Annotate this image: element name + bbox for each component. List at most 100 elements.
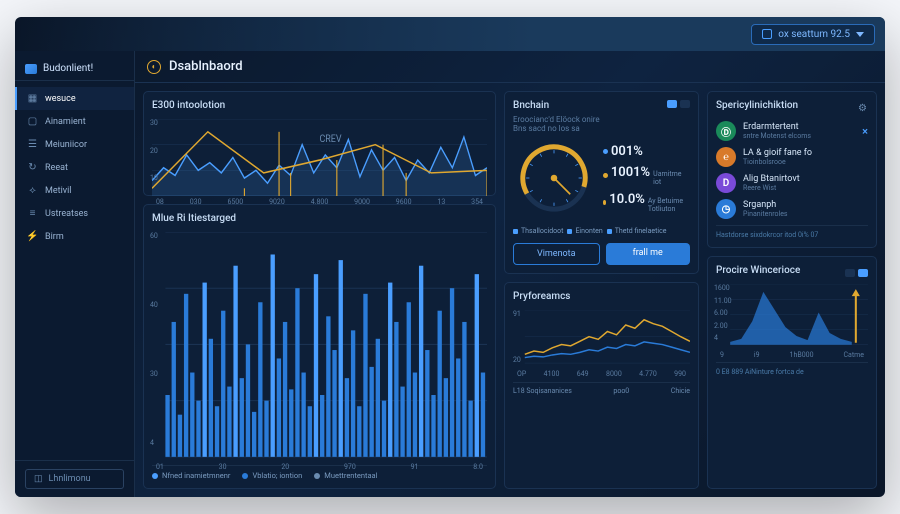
- gauge-row: 001% 1001%Uamitme iot 10.0%Ay Betuime Totl…: [513, 137, 690, 219]
- body: Budonlient! ▦wesuce ▢ Ainamient ☰ Meiuniicor…: [15, 51, 885, 497]
- bar-chart-panel: Mlue Ri Itiestarged 6040304 013020970918…: [143, 204, 496, 489]
- gauge-buttons: Vimenota frall me: [513, 243, 690, 265]
- line-chart-panel: E300 intoolotion 302010 CREV 08030650090…: [143, 91, 496, 196]
- footer-label: Lhnlimonu: [49, 474, 91, 484]
- refresh-icon: ↻: [27, 162, 38, 173]
- sidebar-item-0[interactable]: ▦wesuce: [15, 87, 134, 110]
- perf-foot-mid: poo0: [613, 387, 629, 395]
- gauge-title: Bnchain: [513, 100, 600, 111]
- spec-footer: Hastdorse sixdokrcor itod 0i% 07: [716, 225, 868, 239]
- gauge: [513, 137, 595, 219]
- brand: Budonlient!: [15, 57, 134, 81]
- spark-icon: ⟡: [27, 185, 38, 196]
- proc-chart: 160011.006.002.004 9i91hB000Catme: [716, 284, 868, 356]
- proc-chart-ylabels: 160011.006.002.004: [714, 284, 732, 342]
- main: ◐ Dsablnbaord E300 intoolotion 302010 CR…: [135, 51, 885, 497]
- footer-icon: ◫: [34, 474, 43, 484]
- dashboard-frame: ox seattum 92.5 Budonlient! ▦wesuce ▢ Aina…: [15, 17, 885, 497]
- sidebar-item-label: Meiuniicor: [45, 140, 87, 150]
- proc-head: Procire Wincerioce: [716, 265, 868, 280]
- layers-icon: ☰: [27, 139, 38, 150]
- gauge-svg: [513, 137, 595, 219]
- perf-title: Pryforeamcs: [513, 291, 690, 302]
- proc-panel: Procire Wincerioce 160011.006.002.004 9i…: [707, 256, 877, 489]
- box-icon: ▢: [27, 116, 38, 127]
- gauge-panel: Bnchain Eroocianc'd Elöock onire Bns sac…: [504, 91, 699, 274]
- metric: 10.0%Ay Betuime Totliuton: [603, 192, 690, 213]
- sidebar-item-label: Reeat: [45, 163, 68, 173]
- account-label: ox seattum 92.5: [778, 29, 850, 40]
- perf-panel: Pryforeamcs 9120 OP410064980004.770990 L…: [504, 282, 699, 489]
- bar-chart-title: Mlue Ri Itiestarged: [152, 213, 487, 224]
- spec-item[interactable]: ⒹErdarmtertentsntre Motenst elcoms×: [716, 121, 868, 141]
- gauge-head: Bnchain Eroocianc'd Elöock onire Bns sac…: [513, 100, 690, 133]
- sidebar-item-label: Birm: [45, 232, 64, 242]
- account-selector[interactable]: ox seattum 92.5: [751, 24, 875, 45]
- col-right: Spericylinichiktion ⚙ ⒹErdarmtertentsntr…: [707, 91, 877, 489]
- perf-foot-left: L18 Soqisananices: [513, 387, 572, 395]
- sidebar-item-2[interactable]: ☰ Meiuniicor: [15, 133, 134, 156]
- dashboard-icon: ◐: [147, 60, 161, 74]
- close-icon[interactable]: ×: [862, 125, 868, 138]
- bar-chart-xlabels: 013020970918.0: [152, 461, 487, 471]
- gauge-tab[interactable]: Thsallocidoot: [513, 227, 563, 235]
- line-chart-svg: CREV: [152, 119, 487, 196]
- perf-foot-right: Chicie: [671, 387, 690, 395]
- gauge-subtitle: Eroocianc'd Elöock onire: [513, 115, 600, 124]
- line-chart-title: E300 intoolotion: [152, 100, 487, 111]
- metric: 001%: [603, 144, 690, 159]
- spec-item-icon: Ⓓ: [716, 121, 736, 141]
- spec-list: ⒹErdarmtertentsntre Motenst elcoms× ℮LA &…: [716, 121, 868, 219]
- sidebar-item-3[interactable]: ↻ Reeat: [15, 156, 134, 179]
- bar-chart-ylabels: 6040304: [150, 232, 158, 447]
- bolt-icon: ⚡: [27, 231, 38, 242]
- spec-item[interactable]: ℮LA & gioif fane foTioinbolsrooe: [716, 147, 868, 167]
- proc-chart-svg: [716, 284, 868, 345]
- gauge-tab[interactable]: Thetd finelaetice: [607, 227, 667, 235]
- spec-panel: Spericylinichiktion ⚙ ⒹErdarmtertentsntr…: [707, 91, 877, 248]
- proc-title: Procire Wincerioce: [716, 265, 800, 276]
- proc-chart-xlabels: 9i91hB000Catme: [716, 349, 868, 359]
- header: ◐ Dsablnbaord: [135, 51, 885, 83]
- line-chart-xlabels: 08030650090204.8009000960013354: [152, 196, 487, 206]
- perf-footer: L18 Soqisananices poo0 Chicie: [513, 382, 690, 395]
- perf-chart-ylabels: 9120: [513, 310, 521, 364]
- spec-item-icon: D: [716, 173, 736, 193]
- gauge-button-fill[interactable]: frall me: [606, 243, 691, 265]
- sidebar-item-6[interactable]: ⚡ Birm: [15, 225, 134, 248]
- col-mid: Bnchain Eroocianc'd Elöock onire Bns sac…: [504, 91, 699, 489]
- sidebar-footer-button[interactable]: ◫ Lhnlimonu: [25, 469, 124, 489]
- gauge-tab[interactable]: Einonten: [567, 227, 602, 235]
- gauge-indicators[interactable]: [667, 100, 690, 108]
- chevron-down-icon: [856, 32, 864, 37]
- sidebar-item-1[interactable]: ▢ Ainamient: [15, 110, 134, 133]
- legend-item: Nfned inamietmnenr: [152, 471, 230, 480]
- sidebar-item-4[interactable]: ⟡ Metivil: [15, 179, 134, 202]
- grid-icon: ▦: [27, 93, 38, 104]
- metric: 1001%Uamitme iot: [603, 165, 690, 186]
- nav: ▦wesuce ▢ Ainamient ☰ Meiuniicor ↻ Reeat ⟡ Metiv…: [15, 81, 134, 460]
- legend-item: Muettrententaal: [314, 471, 377, 480]
- spec-head: Spericylinichiktion ⚙: [716, 100, 868, 115]
- legend-item: Vblatio; iontion: [242, 471, 302, 480]
- col-left: E300 intoolotion 302010 CREV 08030650090…: [143, 91, 496, 489]
- gear-icon[interactable]: ⚙: [858, 103, 868, 113]
- bar-chart: 6040304 013020970918.0: [152, 232, 487, 461]
- bar-chart-svg: [152, 232, 487, 461]
- svg-text:CREV: CREV: [320, 134, 342, 146]
- account-icon: [762, 29, 772, 39]
- sidebar-item-label: Metivil: [45, 186, 72, 196]
- list-icon: ≡: [27, 208, 38, 219]
- sidebar-item-label: Ustreatses: [45, 209, 88, 219]
- perf-chart-xlabels: OP410064980004.770990: [513, 368, 690, 378]
- spec-item[interactable]: DAlig BtanirtovtReere Wist: [716, 173, 868, 193]
- brand-label: Budonlient!: [43, 63, 93, 74]
- spec-title: Spericylinichiktion: [716, 100, 798, 111]
- sidebar-item-label: Ainamient: [45, 117, 86, 127]
- line-chart-ylabels: 302010: [150, 119, 158, 182]
- proc-indicators[interactable]: [845, 269, 868, 277]
- spec-item[interactable]: ◷SrganphPinanitenroles: [716, 199, 868, 219]
- gauge-button-outline[interactable]: Vimenota: [513, 243, 600, 265]
- topbar: ox seattum 92.5: [15, 17, 885, 51]
- sidebar-item-5[interactable]: ≡ Ustreatses: [15, 202, 134, 225]
